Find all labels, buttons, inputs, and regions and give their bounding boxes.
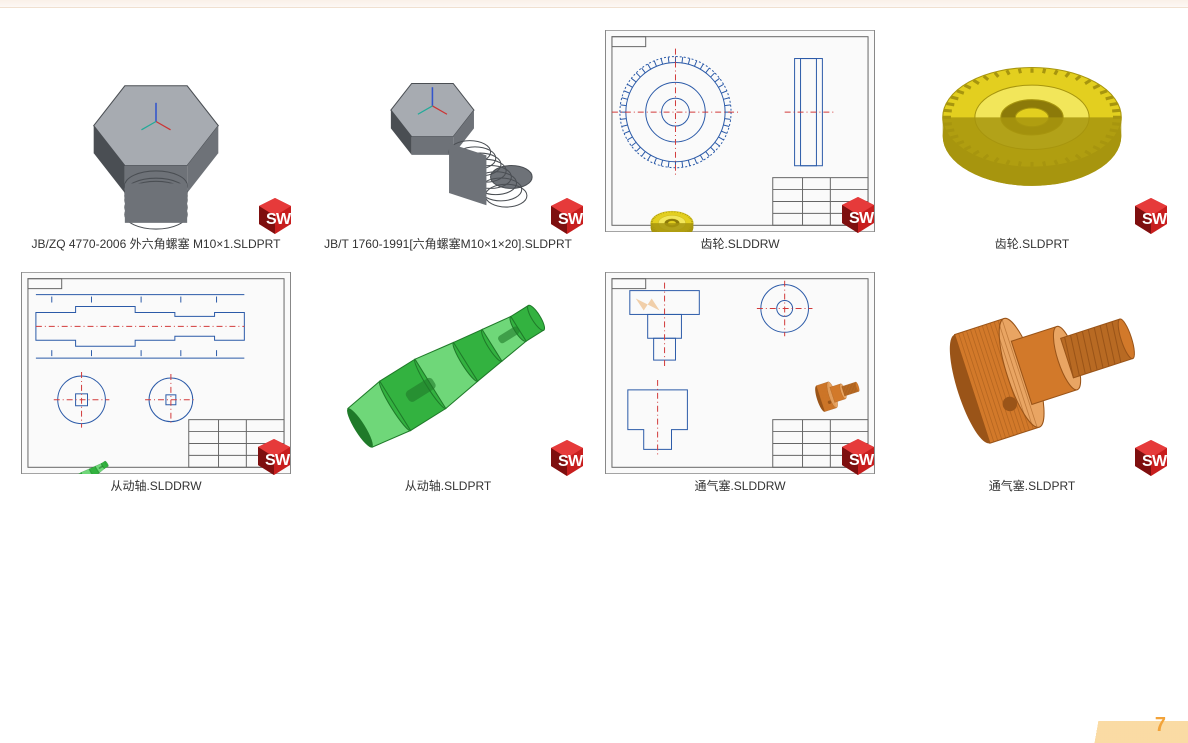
svg-text:W: W	[568, 211, 584, 228]
part-thumbnail[interactable]: S W	[313, 272, 583, 474]
svg-text:W: W	[276, 211, 292, 228]
part-thumbnail[interactable]: S W	[21, 30, 291, 232]
solidworks-badge-icon: S W	[547, 438, 587, 478]
file-caption: 从动轴.SLDPRT	[405, 478, 491, 494]
file-item[interactable]: S W JB/T 1760-1991[六角螺塞M10×1×20].SLDPRT	[302, 24, 594, 266]
corner-decoration	[1048, 721, 1188, 743]
file-caption: JB/T 1760-1991[六角螺塞M10×1×20].SLDPRT	[324, 236, 572, 252]
solidworks-badge-icon: S W	[254, 437, 294, 477]
drawing-thumbnail[interactable]: S W	[21, 272, 291, 474]
file-caption: 齿轮.SLDPRT	[995, 236, 1069, 252]
file-item[interactable]: S W JB/ZQ 4770-2006 外六角螺塞 M10×1.SLDPRT	[10, 24, 302, 266]
drawing-thumbnail[interactable]: S W	[605, 272, 875, 474]
file-item[interactable]: S W 从动轴.SLDPRT	[302, 266, 594, 508]
solidworks-badge-icon: S W	[838, 437, 878, 477]
file-caption: 通气塞.SLDDRW	[694, 478, 785, 494]
file-caption: 从动轴.SLDDRW	[110, 478, 201, 494]
solidworks-badge-icon: S W	[547, 196, 587, 236]
svg-text:W: W	[1152, 211, 1168, 228]
svg-text:W: W	[275, 452, 291, 469]
svg-text:W: W	[859, 452, 875, 469]
page-number: 7	[1155, 714, 1166, 737]
part-thumbnail[interactable]: S W	[897, 272, 1167, 474]
solidworks-badge-icon: S W	[255, 196, 295, 236]
solidworks-badge-icon: S W	[1131, 196, 1171, 236]
file-thumbnail-grid: S W JB/ZQ 4770-2006 外六角螺塞 M10×1.SLDPRT S…	[0, 8, 1188, 524]
svg-text:W: W	[568, 453, 584, 470]
file-item[interactable]: S W 齿轮.SLDDRW	[594, 24, 886, 266]
solidworks-badge-icon: S W	[838, 195, 878, 235]
file-caption: JB/ZQ 4770-2006 外六角螺塞 M10×1.SLDPRT	[32, 236, 281, 252]
file-caption: 通气塞.SLDPRT	[989, 478, 1075, 494]
part-thumbnail[interactable]: S W	[313, 30, 583, 232]
file-caption: 齿轮.SLDDRW	[700, 236, 779, 252]
svg-text:W: W	[859, 210, 875, 227]
svg-text:W: W	[1152, 453, 1168, 470]
part-thumbnail[interactable]: S W	[897, 30, 1167, 232]
file-item[interactable]: S W 从动轴.SLDDRW	[10, 266, 302, 508]
solidworks-badge-icon: S W	[1131, 438, 1171, 478]
file-item[interactable]: S W 通气塞.SLDDRW	[594, 266, 886, 508]
drawing-thumbnail[interactable]: S W	[605, 30, 875, 232]
file-item[interactable]: S W 通气塞.SLDPRT	[886, 266, 1178, 508]
file-item[interactable]: S W 齿轮.SLDPRT	[886, 24, 1178, 266]
window-top-strip	[0, 0, 1188, 8]
